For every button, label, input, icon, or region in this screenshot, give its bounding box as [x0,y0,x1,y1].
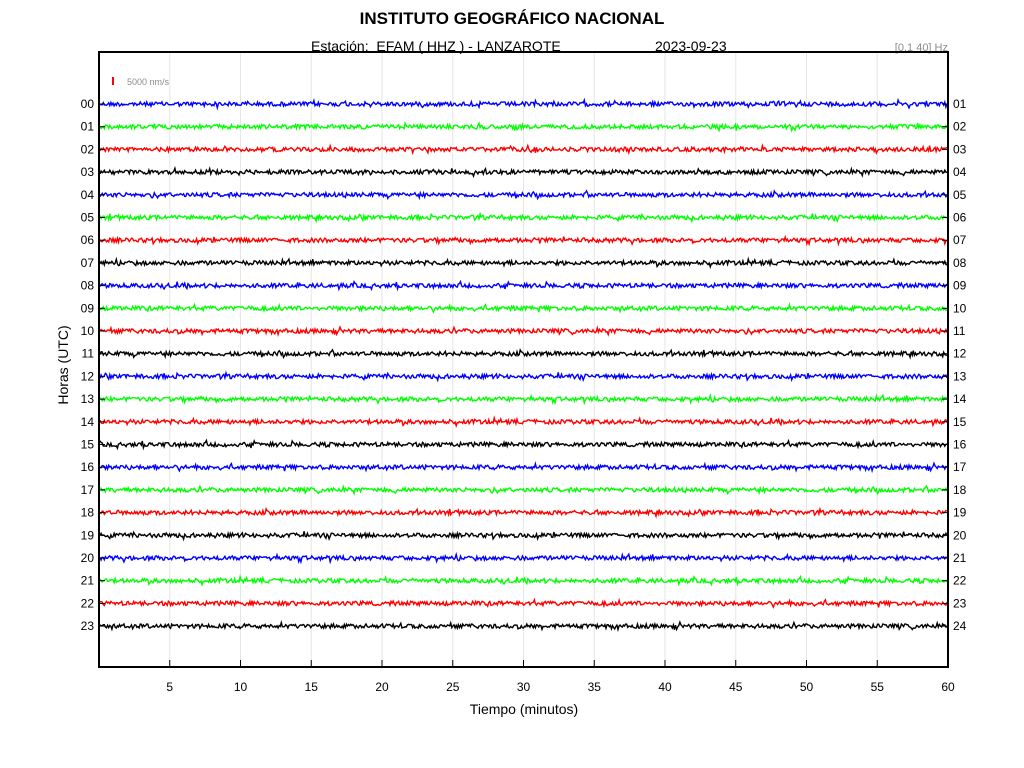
hour-label-right: 04 [953,165,967,179]
hour-label-left: 03 [81,165,95,179]
seismic-traces [99,97,948,633]
hour-label-right: 17 [953,460,967,474]
hour-label-right: 21 [953,551,967,565]
x-tick-label: 60 [941,680,955,694]
trace-hour-14 [99,415,948,428]
hour-label-right: 10 [953,301,967,315]
hour-label-left: 06 [81,233,95,247]
trace-hour-19 [99,530,948,542]
station-subtitle: Estación: EFAM ( HHZ ) - LANZAROTE [311,38,561,54]
hour-label-left: 11 [82,347,95,361]
hour-label-right: 20 [953,528,967,542]
hour-label-right: 16 [953,438,967,452]
grid-lines [169,52,878,667]
trace-hour-05 [99,211,948,224]
hour-label-right: 08 [953,256,967,270]
hour-label-left: 23 [81,619,95,633]
x-tick-label: 15 [305,680,319,694]
trace-hour-01 [99,120,948,133]
x-axis-label: Tiempo (minutos) [469,701,579,717]
hour-label-right: 07 [953,233,967,247]
trace-hour-18 [99,506,948,519]
trace-hour-04 [99,189,948,201]
amplitude-scale-bar [112,77,114,85]
x-tick-label: 5 [166,680,173,694]
trace-hour-17 [99,484,948,496]
hour-label-right: 13 [953,369,967,383]
hour-label-right: 18 [953,483,967,497]
x-tick-label: 10 [234,680,248,694]
hour-label-left: 10 [81,324,95,338]
hour-label-left: 04 [81,188,95,202]
hour-label-left: 01 [81,120,95,134]
hour-label-left: 16 [81,460,95,474]
trace-hour-13 [99,392,948,406]
amplitude-scale-label: 5000 nm/s [127,77,170,87]
trace-hour-09 [99,302,948,314]
hour-label-left: 18 [81,506,95,520]
hour-label-left: 07 [81,256,95,270]
hour-label-left: 08 [81,279,95,293]
trace-hour-23 [99,619,948,633]
hour-label-left: 09 [81,301,95,315]
hour-label-left: 05 [81,211,95,225]
trace-hour-22 [99,597,948,609]
x-tick-label: 25 [446,680,460,694]
hour-label-right: 02 [953,120,967,134]
x-tick-label: 50 [800,680,814,694]
hour-label-right: 05 [953,188,967,202]
hour-label-right: 24 [953,619,967,633]
trace-hour-16 [100,460,948,474]
hour-label-left: 19 [81,528,95,542]
trace-hour-03 [99,165,948,179]
hour-label-right: 12 [953,347,967,361]
hour-label-left: 21 [81,574,95,588]
hour-label-right: 23 [953,596,967,610]
hour-label-right: 01 [953,97,967,111]
amplitude-scale: 5000 nm/s [112,77,170,87]
trace-hour-11 [99,348,948,360]
x-tick-label: 55 [871,680,885,694]
x-tick-label: 35 [588,680,602,694]
hour-label-left: 14 [81,415,95,429]
hour-labels: 00 01 01 02 02 03 03 04 04 05 05 06 06 07 07 08 08 09 09 10… [81,97,967,633]
hour-label-left: 15 [81,438,95,452]
x-tick-label: 45 [729,680,743,694]
trace-hour-20 [99,551,948,565]
hour-label-right: 22 [953,574,967,588]
hour-label-left: 22 [81,596,95,610]
hour-label-left: 13 [81,392,95,406]
hour-label-right: 03 [953,142,967,156]
hour-label-left: 02 [81,142,95,156]
trace-hour-15 [99,438,948,451]
hour-label-right: 06 [953,211,967,225]
trace-hour-00 [99,97,948,111]
hour-label-left: 12 [81,369,95,383]
trace-hour-12 [99,370,948,383]
x-tick-label: 20 [375,680,389,694]
trace-hour-02 [99,142,948,156]
x-tick-label: 30 [517,680,531,694]
trace-hour-21 [99,574,948,587]
trace-hour-06 [99,234,948,247]
trace-hour-10 [99,325,948,338]
record-date: 2023-09-23 [655,38,727,54]
trace-hour-07 [99,256,948,270]
hour-label-right: 11 [953,324,966,338]
hour-label-right: 14 [953,392,967,406]
hour-label-right: 19 [953,506,967,520]
axis-ticks: 5 10 15 20 25 30 35 40 45 50 55 60 [99,103,955,694]
hour-label-right: 09 [953,279,967,293]
hour-label-left: 20 [81,551,95,565]
x-tick-label: 40 [658,680,672,694]
chart-title: INSTITUTO GEOGRÁFICO NACIONAL [359,9,665,28]
hour-label-left: 17 [81,483,95,497]
hour-label-left: 00 [81,97,95,111]
hour-label-right: 15 [953,415,967,429]
trace-hour-08 [99,279,948,292]
